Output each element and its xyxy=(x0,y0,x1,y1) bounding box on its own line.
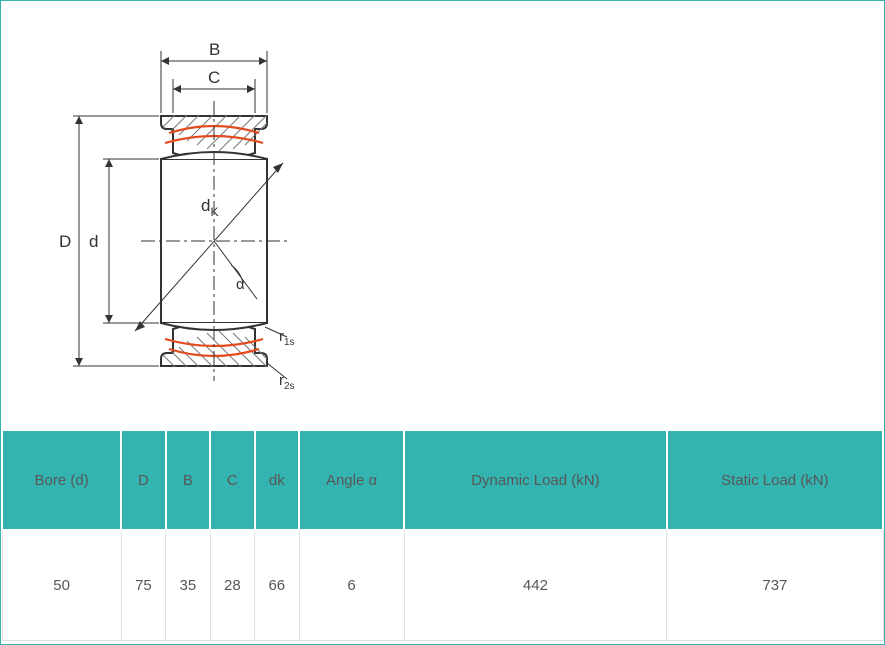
table-header-row: Bore (d) D B C dk Angle α Dynamic Load (… xyxy=(2,430,883,530)
label-r2s: r2s xyxy=(279,372,295,392)
col-dyn: Dynamic Load (kN) xyxy=(404,430,667,530)
cell-B: 35 xyxy=(166,530,210,640)
bearing-svg: B C xyxy=(51,31,341,411)
cell-bore: 50 xyxy=(2,530,121,640)
col-B: B xyxy=(166,430,210,530)
label-d: d xyxy=(89,232,98,251)
cell-dk: 66 xyxy=(255,530,299,640)
cell-D: 75 xyxy=(121,530,165,640)
cell-stat: 737 xyxy=(667,530,883,640)
bearing-diagram: B C xyxy=(1,1,884,429)
col-stat: Static Load (kN) xyxy=(667,430,883,530)
col-dk: dk xyxy=(255,430,299,530)
col-bore: Bore (d) xyxy=(2,430,121,530)
label-B: B xyxy=(209,40,220,59)
cell-C: 28 xyxy=(210,530,254,640)
spec-table: Bore (d) D B C dk Angle α Dynamic Load (… xyxy=(1,429,884,641)
cell-angle: 6 xyxy=(299,530,404,640)
col-angle: Angle α xyxy=(299,430,404,530)
label-alpha: α xyxy=(236,276,245,293)
table-row: 50 75 35 28 66 6 442 737 xyxy=(2,530,883,640)
col-C: C xyxy=(210,430,254,530)
label-C: C xyxy=(208,68,220,87)
label-D: D xyxy=(59,232,71,251)
bearing-spec-panel: B C xyxy=(0,0,885,645)
col-D: D xyxy=(121,430,165,530)
cell-dyn: 442 xyxy=(404,530,667,640)
label-r1s: r1s xyxy=(279,328,295,348)
